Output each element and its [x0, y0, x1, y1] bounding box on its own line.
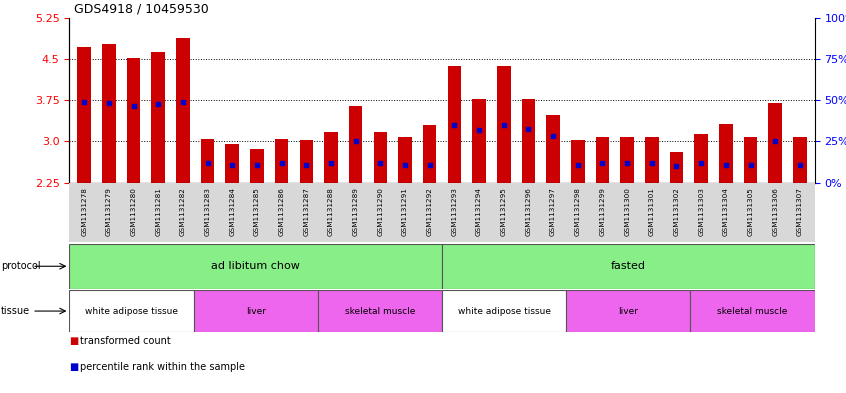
Bar: [275, 139, 288, 183]
Bar: [442, 244, 815, 289]
Bar: [77, 47, 91, 183]
Text: protocol: protocol: [1, 261, 41, 271]
Bar: [349, 106, 362, 183]
Text: GSM1131284: GSM1131284: [229, 187, 235, 236]
Text: GSM1131281: GSM1131281: [155, 187, 162, 236]
Bar: [250, 149, 264, 183]
Text: white adipose tissue: white adipose tissue: [458, 307, 551, 316]
Text: transformed count: transformed count: [80, 336, 171, 346]
Bar: [497, 66, 510, 183]
Text: ad libitum chow: ad libitum chow: [212, 261, 300, 271]
Text: GSM1131287: GSM1131287: [304, 187, 310, 236]
Text: GSM1131279: GSM1131279: [106, 187, 112, 236]
Bar: [472, 99, 486, 183]
Text: GSM1131280: GSM1131280: [130, 187, 136, 236]
Bar: [442, 290, 566, 332]
Text: GSM1131303: GSM1131303: [698, 187, 704, 236]
Text: GSM1131288: GSM1131288: [328, 187, 334, 236]
Bar: [768, 103, 782, 183]
Text: GSM1131299: GSM1131299: [600, 187, 606, 236]
Text: liver: liver: [245, 307, 266, 316]
Bar: [299, 140, 313, 183]
Bar: [670, 152, 684, 183]
Bar: [374, 132, 387, 183]
Text: white adipose tissue: white adipose tissue: [85, 307, 178, 316]
Bar: [596, 137, 609, 183]
Bar: [690, 290, 815, 332]
Bar: [793, 137, 807, 183]
Text: GSM1131286: GSM1131286: [278, 187, 284, 236]
Bar: [151, 52, 165, 183]
Text: GSM1131305: GSM1131305: [748, 187, 754, 236]
Bar: [127, 58, 140, 183]
Text: GSM1131297: GSM1131297: [550, 187, 556, 236]
Text: GSM1131282: GSM1131282: [180, 187, 186, 236]
Text: ■: ■: [69, 362, 79, 371]
Bar: [645, 137, 658, 183]
Bar: [571, 140, 585, 183]
Bar: [201, 139, 214, 183]
Bar: [176, 38, 190, 183]
Text: GSM1131291: GSM1131291: [402, 187, 408, 236]
Bar: [226, 144, 239, 183]
Text: GSM1131289: GSM1131289: [353, 187, 359, 236]
Bar: [744, 137, 757, 183]
Bar: [719, 124, 733, 183]
Text: skeletal muscle: skeletal muscle: [717, 307, 788, 316]
Bar: [448, 66, 461, 183]
Bar: [194, 290, 318, 332]
Text: GSM1131292: GSM1131292: [426, 187, 432, 236]
Bar: [547, 115, 560, 183]
Bar: [522, 99, 536, 183]
Text: percentile rank within the sample: percentile rank within the sample: [80, 362, 245, 371]
Text: GSM1131300: GSM1131300: [624, 187, 630, 236]
Text: GSM1131304: GSM1131304: [722, 187, 729, 236]
Bar: [423, 125, 437, 183]
Text: liver: liver: [618, 307, 639, 316]
Bar: [620, 137, 634, 183]
Text: GSM1131296: GSM1131296: [525, 187, 531, 236]
Bar: [324, 132, 338, 183]
Text: ■: ■: [69, 336, 79, 346]
Text: GSM1131290: GSM1131290: [377, 187, 383, 236]
Bar: [398, 137, 412, 183]
Text: GSM1131295: GSM1131295: [501, 187, 507, 236]
Text: GSM1131302: GSM1131302: [673, 187, 679, 236]
Text: GSM1131294: GSM1131294: [476, 187, 482, 236]
Bar: [69, 290, 194, 332]
Bar: [566, 290, 690, 332]
Text: GSM1131283: GSM1131283: [205, 187, 211, 236]
Text: skeletal muscle: skeletal muscle: [344, 307, 415, 316]
Text: GSM1131285: GSM1131285: [254, 187, 260, 236]
Bar: [102, 44, 116, 183]
Text: GSM1131307: GSM1131307: [797, 187, 803, 236]
Text: fasted: fasted: [611, 261, 645, 271]
Bar: [318, 290, 442, 332]
Text: GSM1131306: GSM1131306: [772, 187, 778, 236]
Text: GSM1131301: GSM1131301: [649, 187, 655, 236]
Bar: [69, 244, 442, 289]
Text: GSM1131298: GSM1131298: [574, 187, 580, 236]
Text: tissue: tissue: [1, 306, 30, 316]
Text: GSM1131293: GSM1131293: [452, 187, 458, 236]
Text: GDS4918 / 10459530: GDS4918 / 10459530: [74, 3, 208, 16]
Bar: [695, 134, 708, 183]
Text: GSM1131278: GSM1131278: [81, 187, 87, 236]
